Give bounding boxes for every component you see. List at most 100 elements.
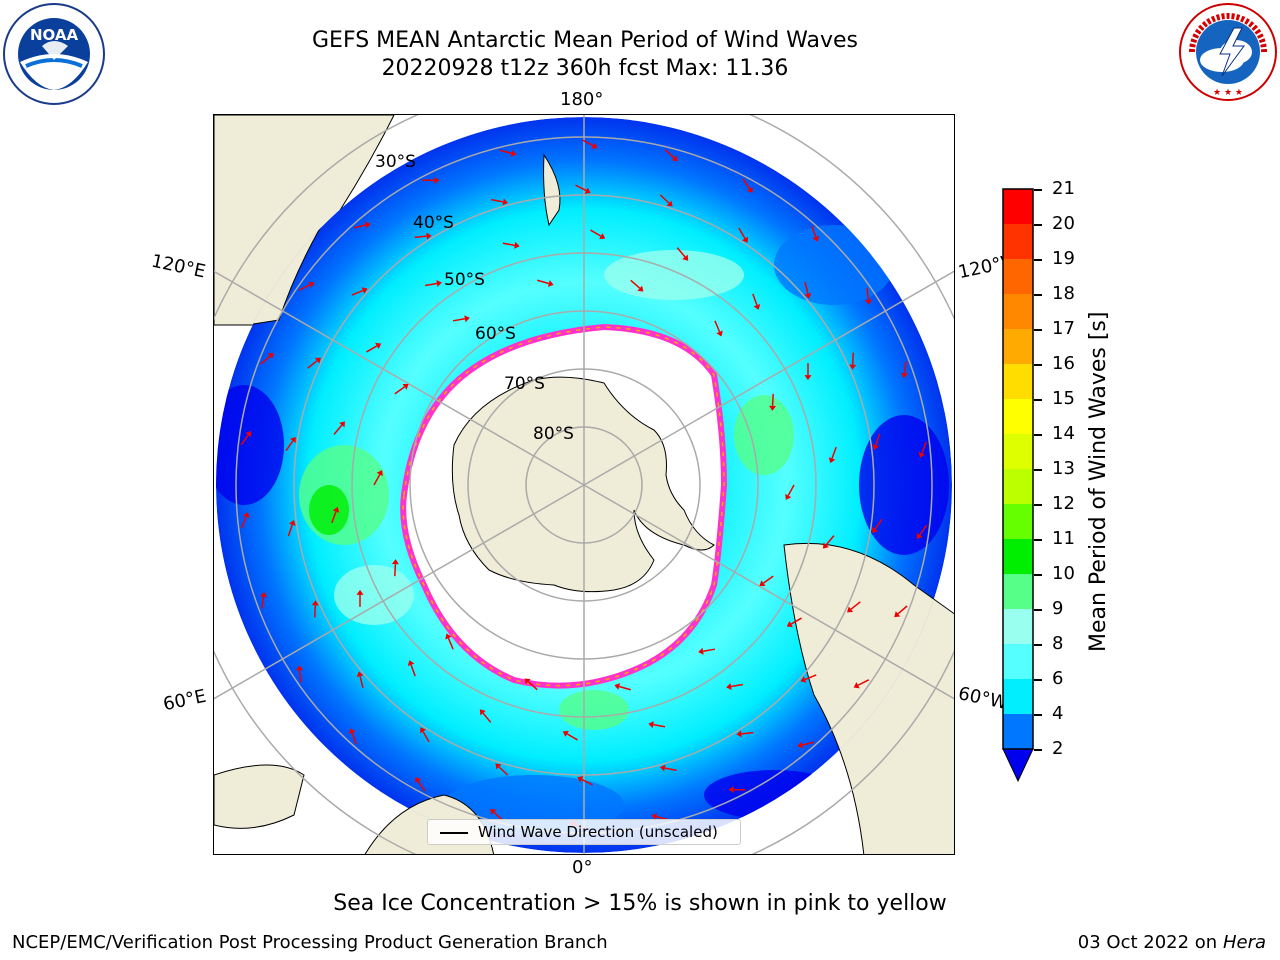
colorbar-tick-mark (1034, 539, 1042, 541)
wave-direction-arrow (373, 470, 383, 486)
wave-direction-arrow (348, 728, 358, 745)
wave-direction-arrow (810, 225, 820, 242)
wave-direction-arrow (752, 293, 761, 310)
colorbar-tick-label: 13 (1052, 458, 1075, 479)
meridian-line (214, 484, 585, 700)
wave-direction-arrow (728, 786, 746, 794)
colorbar-segment (1003, 329, 1033, 365)
wave-direction-arrow (872, 433, 881, 450)
wave-direction-arrow (822, 535, 835, 549)
footer-date: 03 Oct 2022 on Hera (1078, 932, 1266, 953)
wave-direction-arrow (490, 808, 504, 821)
map-legend: Wind Wave Direction (unscaled) (427, 819, 741, 845)
colorbar-tick-label: 11 (1052, 528, 1075, 549)
colorbar-tick-label: 14 (1052, 423, 1075, 444)
wave-direction-arrow (901, 361, 908, 379)
colorbar-tick-label: 15 (1052, 388, 1075, 409)
lon-label-60e: 60°E (161, 685, 208, 716)
colorbar-tick-label: 10 (1052, 563, 1075, 584)
colorbar-tick-label: 18 (1052, 283, 1075, 304)
wave-direction-arrow (502, 241, 520, 249)
colorbar-tick-label: 2 (1052, 738, 1064, 759)
colorbar-segment (1003, 714, 1033, 750)
colorbar-segment (1003, 399, 1033, 435)
wave-direction-arrow (524, 678, 538, 691)
graticule (214, 115, 954, 854)
noaa-logo: NOAA (2, 2, 106, 106)
legend-label: Wind Wave Direction (unscaled) (478, 823, 718, 841)
colorbar-tick-label: 20 (1052, 213, 1075, 234)
colorbar-tick-label: 19 (1052, 248, 1075, 269)
colorbar-tick-mark (1034, 189, 1042, 191)
wave-direction-arrow (351, 287, 368, 296)
wave-direction-arrow (366, 342, 382, 353)
colorbar-tick-mark (1034, 609, 1042, 611)
wave-direction-arrow (659, 194, 673, 207)
lat-label-40s: 40°S (413, 213, 454, 233)
period-patch (859, 415, 949, 555)
legend-line-sample (440, 832, 468, 834)
colorbar-tick-label: 17 (1052, 318, 1075, 339)
wave-direction-arrow (804, 363, 812, 381)
wave-direction-arrow (240, 430, 252, 446)
wave-direction-arrow (575, 184, 591, 194)
wave-direction-arrow (394, 383, 409, 395)
wave-direction-arrow (659, 764, 677, 772)
wave-direction-arrow (918, 441, 928, 458)
lat-label-80s: 80°S (533, 424, 574, 444)
period-patch (604, 250, 744, 300)
wave-direction-arrow (736, 730, 754, 738)
colorbar-tick-mark (1034, 434, 1042, 436)
colorbar-segment (1003, 224, 1033, 260)
colorbar-segment (1003, 189, 1033, 225)
wave-direction-arrow (562, 730, 578, 741)
wave-direction-arrow (287, 520, 296, 537)
colorbar-tick-mark (1034, 714, 1042, 716)
wave-direction-arrow (260, 352, 274, 365)
wave-direction-arrow (391, 559, 399, 577)
colorbar-tick-mark (1034, 644, 1042, 646)
colorbar-tick-mark (1034, 294, 1042, 296)
period-patch (734, 395, 794, 475)
wave-direction-arrow (414, 232, 432, 240)
wave-direction-arrow (333, 421, 346, 435)
footer-machine: Hera (1222, 932, 1266, 953)
wave-direction-arrow (742, 178, 753, 193)
wave-direction-arrow (415, 777, 426, 792)
wave-direction-arrow (307, 357, 321, 369)
wave-direction-arrow (714, 320, 723, 337)
wave-direction-arrow (804, 282, 812, 299)
wave-direction-arrow (356, 589, 364, 607)
wave-direction-arrow (800, 674, 817, 683)
wave-direction-arrow (298, 281, 315, 291)
wave-direction-arrow (491, 198, 509, 206)
wave-direction-arrow (296, 665, 304, 683)
wave-direction-arrow (260, 591, 267, 609)
meridian-line (583, 484, 954, 700)
colorbar (1002, 188, 1034, 783)
colorbar-tick-mark (1034, 364, 1042, 366)
wave-direction-arrow (786, 617, 802, 628)
wave-direction-arrow (479, 709, 492, 723)
colorbar-segment (1003, 609, 1033, 645)
colorbar-tick-label: 21 (1052, 178, 1075, 199)
wave-direction-arrow (828, 446, 837, 464)
colorbar-segment (1003, 469, 1033, 505)
colorbar-tick-mark (1034, 224, 1042, 226)
wave-direction-arrow (769, 393, 777, 411)
lon-label-180: 180° (560, 89, 604, 110)
footer-date-text: 03 Oct 2022 on (1077, 932, 1223, 953)
wave-direction-arrow (424, 280, 442, 287)
colorbar-segment (1003, 574, 1033, 610)
lat-label-70s: 70°S (504, 374, 545, 394)
wave-direction-arrow (785, 484, 795, 500)
colorbar-tick-label: 6 (1052, 668, 1064, 689)
colorbar-tick-label: 9 (1052, 598, 1064, 619)
colorbar-segment (1003, 679, 1033, 715)
colorbar-tick-label: 12 (1052, 493, 1075, 514)
colorbar-tick-mark (1034, 679, 1042, 681)
land-new-zealand (543, 153, 561, 227)
lat-label-50s: 50°S (444, 270, 485, 290)
colorbar-tick-mark (1034, 259, 1042, 261)
wave-direction-arrow (452, 315, 470, 323)
